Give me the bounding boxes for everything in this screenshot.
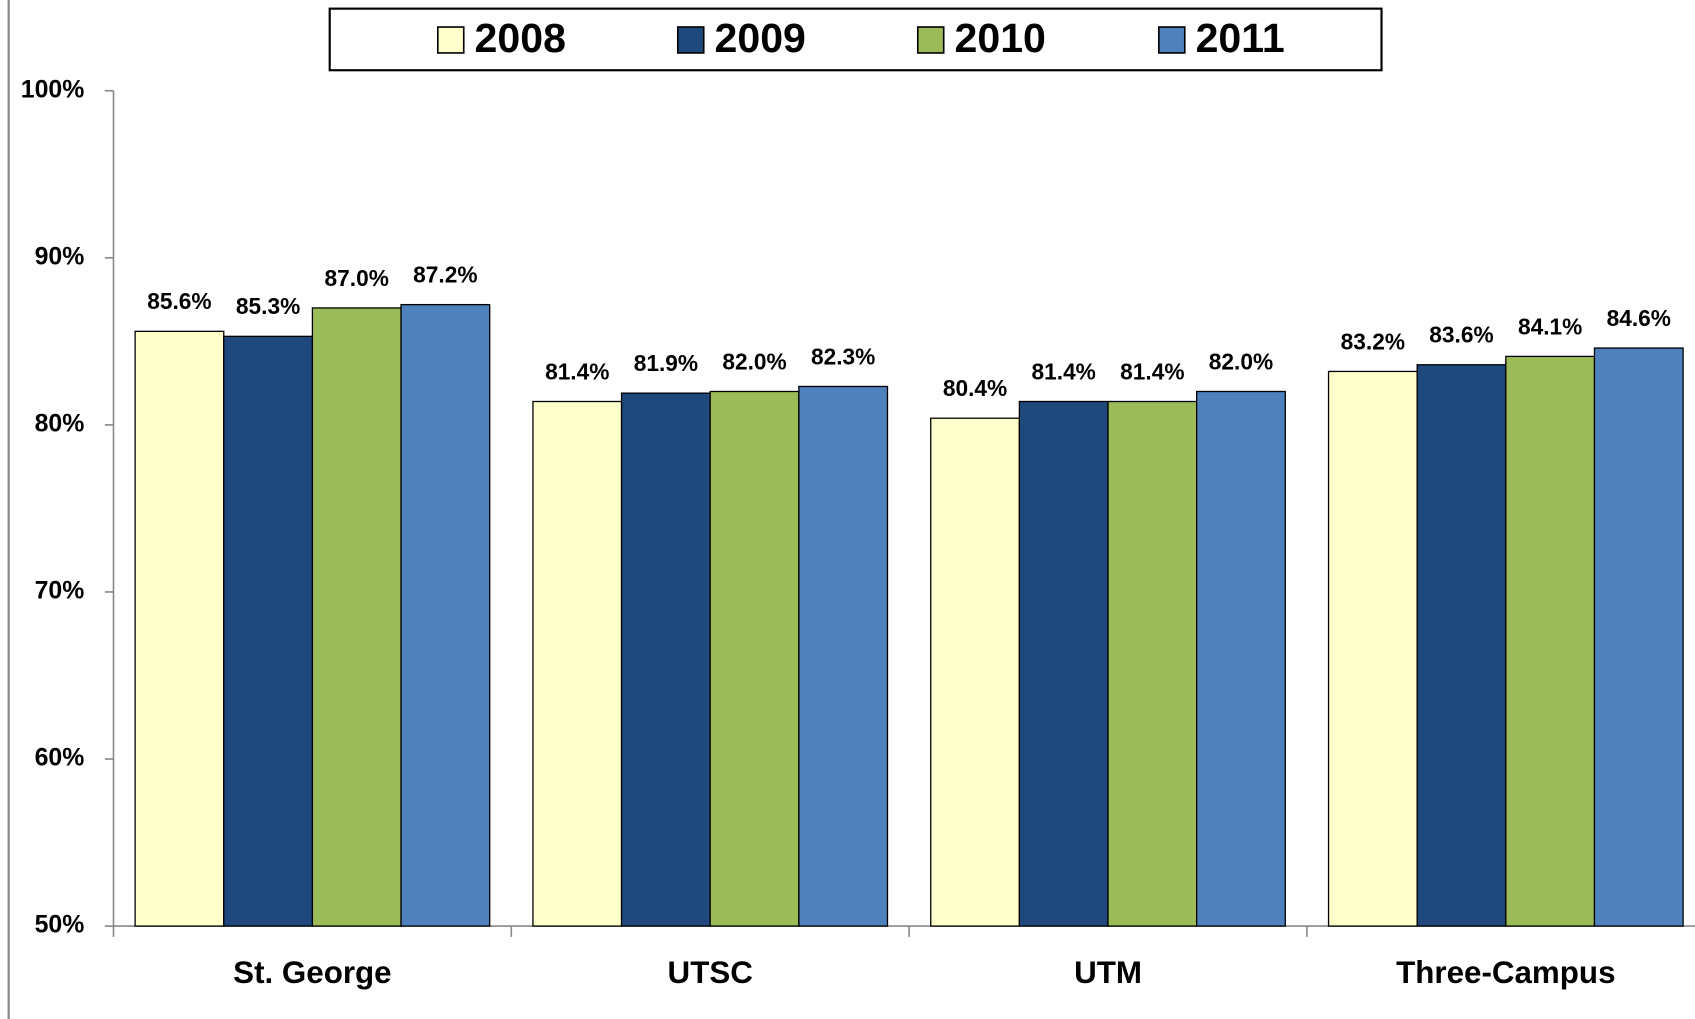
bar [1327,370,1418,927]
legend-box [328,7,1383,72]
data-label: 84.1% [1518,313,1582,339]
y-tick-label: 100% [21,76,85,103]
y-tick-label: 80% [35,410,85,437]
y-tick-label: 70% [35,578,85,605]
legend-swatch [1158,26,1186,54]
legend-swatch [676,26,705,54]
y-tick-label: 50% [35,912,85,939]
data-label: 80.4% [943,375,1007,401]
bar [930,417,1021,927]
data-label: 81.9% [634,350,698,376]
bar [134,330,225,927]
data-label: 81.4% [1032,358,1096,384]
data-label: 84.6% [1607,305,1671,331]
bar [400,303,491,927]
bar [1505,355,1596,927]
data-label: 85.3% [236,293,300,319]
bar [1107,400,1198,927]
x-tick-label: Three-Campus [1396,955,1615,990]
data-label: 81.4% [545,358,609,384]
legend-label: 2010 [955,15,1046,61]
x-tick-label: St. George [233,955,391,990]
bar [1416,364,1507,927]
bar [1593,347,1684,927]
bar [532,400,623,927]
data-label: 87.2% [413,262,477,288]
x-tick-label: UTM [1074,955,1142,990]
bar [620,392,711,927]
legend-label: 2011 [1196,15,1285,61]
legend-swatch [916,26,945,54]
bar [1018,400,1109,927]
data-label: 82.3% [811,343,875,369]
legend-swatch [436,26,465,54]
y-tick-label: 90% [35,243,85,270]
data-label: 87.0% [325,265,389,291]
y-tick-label: 60% [35,745,85,772]
bar [311,307,402,927]
data-label: 82.0% [722,348,786,374]
data-label: 81.4% [1120,358,1184,384]
x-tick-label: UTSC [668,955,753,990]
data-label: 83.6% [1429,322,1493,348]
bar [709,390,800,927]
bar [798,385,889,927]
bar [223,335,314,927]
data-label: 82.0% [1209,348,1273,374]
data-label: 83.2% [1341,328,1405,354]
data-label: 85.6% [147,288,211,314]
legend-label: 2009 [715,15,806,61]
legend-label: 2008 [475,15,566,61]
bar [1196,390,1286,927]
